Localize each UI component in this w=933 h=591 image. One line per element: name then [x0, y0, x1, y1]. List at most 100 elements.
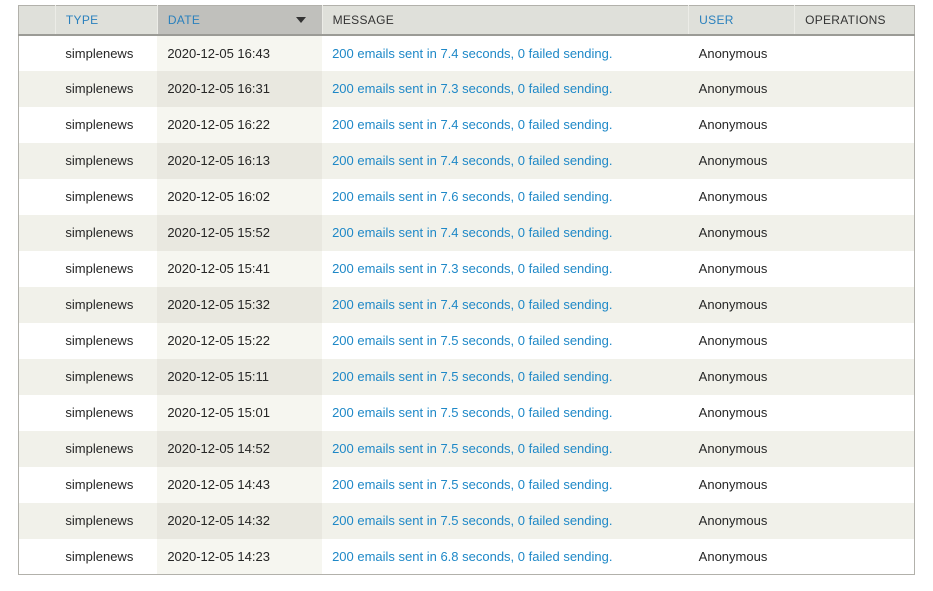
cell-operations	[794, 430, 915, 467]
header-row: TYPE DATE MESSAGE USER OPERATIONS	[18, 5, 915, 36]
cell-user: Anonymous	[688, 286, 795, 323]
cell-date: 2020-12-05 15:01	[157, 394, 323, 431]
cell-severity-icon	[18, 394, 56, 431]
sort-descending-arrow-icon[interactable]	[295, 16, 306, 23]
table-row: simplenews 2020-12-05 15:52 200 emails sen…	[18, 214, 915, 251]
log-message-link[interactable]: 200 emails sent in 7.4 seconds, 0 failed…	[332, 153, 613, 168]
cell-severity-icon	[18, 286, 56, 323]
cell-date: 2020-12-05 15:52	[157, 214, 323, 251]
cell-user: Anonymous	[688, 358, 795, 395]
table-row: simplenews 2020-12-05 16:22 200 emails sen…	[18, 106, 915, 143]
cell-user: Anonymous	[688, 430, 795, 467]
cell-operations	[794, 502, 915, 539]
cell-severity-icon	[18, 214, 56, 251]
table-row: simplenews 2020-12-05 16:13 200 emails sen…	[18, 142, 915, 179]
log-message-link[interactable]: 200 emails sent in 7.5 seconds, 0 failed…	[332, 405, 613, 420]
table-row: simplenews 2020-12-05 14:32 200 emails sen…	[18, 502, 915, 539]
cell-date: 2020-12-05 15:11	[157, 358, 323, 395]
cell-date: 2020-12-05 15:32	[157, 286, 323, 323]
cell-type: simplenews	[55, 466, 158, 503]
cell-message: 200 emails sent in 7.4 seconds, 0 failed…	[322, 106, 689, 143]
cell-operations	[794, 70, 915, 107]
cell-type: simplenews	[55, 142, 158, 179]
cell-type: simplenews	[55, 286, 158, 323]
cell-user: Anonymous	[688, 214, 795, 251]
cell-user: Anonymous	[688, 106, 795, 143]
cell-operations	[794, 250, 915, 287]
log-message-link[interactable]: 200 emails sent in 7.5 seconds, 0 failed…	[332, 369, 613, 384]
cell-type: simplenews	[55, 430, 158, 467]
table-row: simplenews 2020-12-05 16:31 200 emails sen…	[18, 70, 915, 107]
table-row: simplenews 2020-12-05 15:22 200 emails sen…	[18, 322, 915, 359]
cell-severity-icon	[18, 502, 56, 539]
cell-date: 2020-12-05 16:43	[157, 34, 323, 71]
cell-message: 200 emails sent in 7.3 seconds, 0 failed…	[322, 250, 689, 287]
log-message-link[interactable]: 200 emails sent in 7.5 seconds, 0 failed…	[332, 333, 613, 348]
cell-severity-icon	[18, 142, 56, 179]
cell-type: simplenews	[55, 394, 158, 431]
log-message-link[interactable]: 200 emails sent in 7.5 seconds, 0 failed…	[332, 441, 613, 456]
cell-message: 200 emails sent in 7.6 seconds, 0 failed…	[322, 178, 689, 215]
cell-message: 200 emails sent in 7.4 seconds, 0 failed…	[322, 214, 689, 251]
table-row: simplenews 2020-12-05 14:43 200 emails sen…	[18, 466, 915, 503]
cell-operations	[794, 466, 915, 503]
cell-type: simplenews	[55, 358, 158, 395]
cell-date: 2020-12-05 15:41	[157, 250, 323, 287]
table-row: simplenews 2020-12-05 16:02 200 emails sen…	[18, 178, 915, 215]
cell-severity-icon	[18, 322, 56, 359]
cell-user: Anonymous	[688, 250, 795, 287]
table-row: simplenews 2020-12-05 14:23 200 emails sen…	[18, 538, 915, 575]
cell-operations	[794, 34, 915, 71]
cell-severity-icon	[18, 34, 56, 71]
cell-user: Anonymous	[688, 538, 795, 575]
log-message-link[interactable]: 200 emails sent in 7.4 seconds, 0 failed…	[332, 297, 613, 312]
log-message-link[interactable]: 200 emails sent in 7.4 seconds, 0 failed…	[332, 45, 613, 61]
cell-type: simplenews	[55, 322, 158, 359]
table-row: simplenews 2020-12-05 15:01 200 emails sen…	[18, 394, 915, 431]
log-table: TYPE DATE MESSAGE USER OPERATIONS simple…	[18, 5, 915, 575]
cell-operations	[794, 322, 915, 359]
sort-link-type[interactable]: TYPE	[65, 12, 99, 27]
cell-user: Anonymous	[688, 34, 795, 71]
cell-message: 200 emails sent in 7.4 seconds, 0 failed…	[322, 286, 689, 323]
cell-message: 200 emails sent in 7.5 seconds, 0 failed…	[322, 394, 689, 431]
log-message-link[interactable]: 200 emails sent in 6.8 seconds, 0 failed…	[332, 548, 613, 564]
cell-type: simplenews	[55, 502, 158, 539]
cell-date: 2020-12-05 16:13	[157, 142, 323, 179]
log-message-link[interactable]: 200 emails sent in 7.5 seconds, 0 failed…	[332, 513, 613, 528]
cell-date: 2020-12-05 16:02	[157, 178, 323, 215]
column-header-user: USER	[688, 5, 795, 36]
cell-type: simplenews	[55, 178, 158, 215]
cell-type: simplenews	[55, 34, 158, 71]
cell-severity-icon	[18, 538, 56, 575]
cell-user: Anonymous	[688, 142, 795, 179]
cell-message: 200 emails sent in 6.8 seconds, 0 failed…	[322, 538, 689, 575]
log-message-link[interactable]: 200 emails sent in 7.3 seconds, 0 failed…	[332, 81, 613, 96]
log-message-link[interactable]: 200 emails sent in 7.5 seconds, 0 failed…	[332, 477, 613, 492]
log-message-link[interactable]: 200 emails sent in 7.4 seconds, 0 failed…	[332, 225, 613, 240]
cell-severity-icon	[18, 250, 56, 287]
cell-message: 200 emails sent in 7.3 seconds, 0 failed…	[322, 70, 689, 107]
cell-message: 200 emails sent in 7.5 seconds, 0 failed…	[322, 502, 689, 539]
sort-link-user[interactable]: USER	[699, 12, 734, 27]
log-table-header: TYPE DATE MESSAGE USER OPERATIONS	[18, 5, 915, 36]
log-message-link[interactable]: 200 emails sent in 7.6 seconds, 0 failed…	[332, 189, 613, 204]
table-row: simplenews 2020-12-05 16:43 200 emails sen…	[18, 34, 915, 71]
sort-link-date[interactable]: DATE	[167, 12, 201, 27]
log-message-link[interactable]: 200 emails sent in 7.3 seconds, 0 failed…	[332, 261, 613, 276]
log-message-link[interactable]: 200 emails sent in 7.4 seconds, 0 failed…	[332, 117, 613, 132]
cell-operations	[794, 106, 915, 143]
cell-user: Anonymous	[688, 70, 795, 107]
cell-severity-icon	[18, 106, 56, 143]
cell-severity-icon	[18, 430, 56, 467]
cell-user: Anonymous	[688, 466, 795, 503]
cell-user: Anonymous	[688, 178, 795, 215]
cell-message: 200 emails sent in 7.4 seconds, 0 failed…	[322, 142, 689, 179]
cell-type: simplenews	[55, 250, 158, 287]
cell-user: Anonymous	[688, 502, 795, 539]
table-row: simplenews 2020-12-05 15:41 200 emails sen…	[18, 250, 915, 287]
cell-severity-icon	[18, 70, 56, 107]
cell-type: simplenews	[55, 538, 158, 575]
cell-type: simplenews	[55, 70, 158, 107]
